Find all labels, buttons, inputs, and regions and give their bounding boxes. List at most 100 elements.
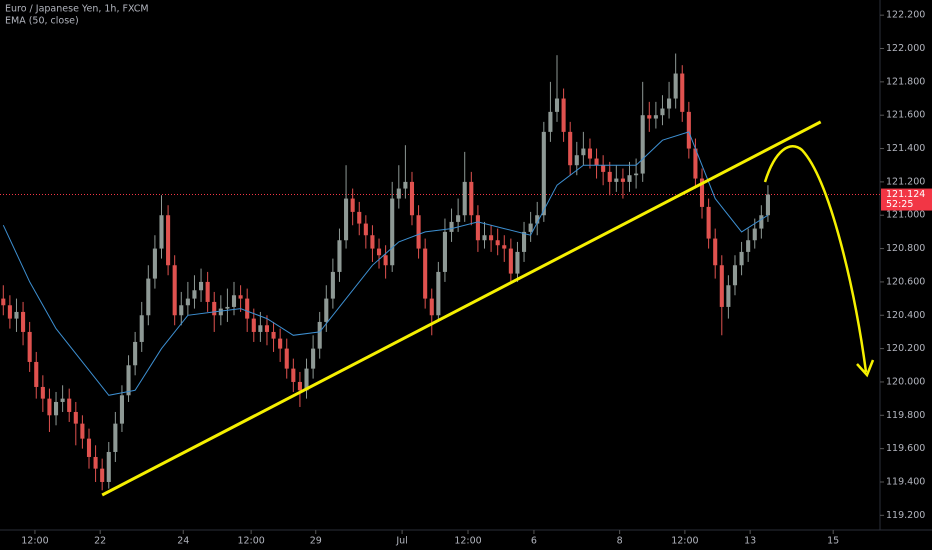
candle-body: [561, 98, 566, 132]
candle-body: [291, 368, 296, 382]
indicator-label: EMA (50, close): [5, 16, 79, 27]
x-tick-label: 13: [744, 536, 756, 547]
candle-body: [765, 194, 770, 216]
candle-body: [245, 298, 250, 319]
candle-body: [73, 411, 78, 424]
candle-body: [442, 231, 447, 272]
candle-body: [100, 468, 105, 482]
candle-body: [667, 98, 672, 109]
candle-body: [541, 131, 546, 216]
candle-body: [264, 325, 270, 332]
candle-body: [324, 298, 329, 322]
x-tick-label: 12:00: [671, 536, 698, 547]
y-tick-label: 120.400: [886, 310, 925, 321]
candle-body: [7, 305, 12, 319]
candle-body: [568, 131, 573, 166]
candle-body: [106, 451, 111, 482]
forecast-arrow: [763, 145, 868, 373]
candle-body: [344, 198, 349, 241]
candle-body: [126, 365, 131, 396]
candle-body: [205, 281, 210, 302]
candle-body: [119, 395, 124, 424]
candle-body: [436, 271, 441, 316]
candle-body: [317, 321, 322, 349]
candle-body: [673, 73, 678, 99]
candle-body: [462, 181, 467, 216]
candle-body: [607, 171, 612, 182]
candle-body: [113, 423, 118, 452]
candle-body: [482, 235, 487, 241]
candle-body: [719, 265, 724, 307]
y-tick-label: 119.400: [886, 476, 925, 487]
y-tick-label: 121.800: [886, 76, 925, 87]
x-tick-label: Jul: [395, 536, 407, 547]
candle-body: [146, 278, 151, 316]
candle-body: [159, 215, 164, 249]
candle-body: [34, 361, 39, 387]
candle-body: [660, 108, 665, 116]
y-tick-label: 120.000: [886, 376, 925, 387]
candle-body: [304, 368, 309, 391]
y-tick-label: 119.600: [886, 443, 925, 454]
candle-body: [508, 248, 513, 274]
x-tick-label: 22: [94, 536, 106, 547]
y-tick-label: 122.200: [886, 10, 925, 21]
plot-area: [0, 53, 880, 497]
candle-body: [357, 211, 362, 224]
y-tick-label: 121.400: [886, 143, 925, 154]
y-tick-label: 120.200: [886, 343, 925, 354]
candle-body: [528, 223, 533, 232]
ema-line: [2, 131, 769, 396]
candle-body: [166, 215, 171, 266]
chart-title: Euro / Japanese Yen, 1h, FXCM: [5, 4, 149, 15]
candle-body: [548, 111, 553, 132]
candle-body: [620, 178, 625, 182]
x-tick-label: 15: [827, 536, 839, 547]
candle-body: [469, 181, 474, 216]
x-tick-label: 24: [177, 536, 189, 547]
candle-body: [27, 331, 32, 362]
candle-body: [258, 325, 263, 332]
y-tick-label: 122.000: [886, 43, 925, 54]
candle-body: [370, 235, 375, 249]
x-tick-label: 29: [310, 536, 322, 547]
candle-body: [535, 215, 540, 224]
candle-body: [699, 178, 705, 207]
candle-body: [640, 115, 645, 174]
y-tick-label: 119.800: [886, 410, 925, 421]
x-tick-label: 8: [617, 536, 623, 547]
candle-body: [594, 158, 599, 166]
arrow-head: [856, 359, 875, 378]
candle-body: [330, 271, 335, 299]
candle-body: [1, 298, 6, 306]
candle-body: [587, 148, 593, 159]
candle-body: [601, 165, 606, 172]
candle-body: [53, 401, 59, 416]
candle-body: [396, 188, 401, 199]
candle-body: [218, 308, 223, 316]
candle-body: [759, 215, 764, 229]
price-tag: [881, 188, 932, 211]
candle-body: [86, 438, 92, 457]
candle-body: [726, 285, 731, 307]
candle-body: [554, 98, 560, 112]
last-price-label: 121.124: [886, 189, 925, 200]
candle-body: [522, 231, 527, 252]
candle-body: [185, 298, 190, 306]
candle-body: [231, 295, 237, 307]
candle-body: [133, 341, 138, 366]
y-tick-label: 120.800: [886, 243, 925, 254]
candle-body: [284, 348, 289, 369]
candle-body: [713, 238, 718, 266]
candle-body: [495, 240, 500, 246]
candle-body: [706, 206, 711, 239]
candle-body: [449, 221, 454, 232]
candle-body: [251, 318, 256, 332]
candle-body: [574, 155, 579, 166]
candle-body: [14, 311, 19, 319]
y-tick-label: 121.000: [886, 210, 925, 221]
candle-body: [21, 311, 26, 332]
candle-body: [581, 148, 586, 156]
y-tick-label: 119.200: [886, 510, 925, 521]
